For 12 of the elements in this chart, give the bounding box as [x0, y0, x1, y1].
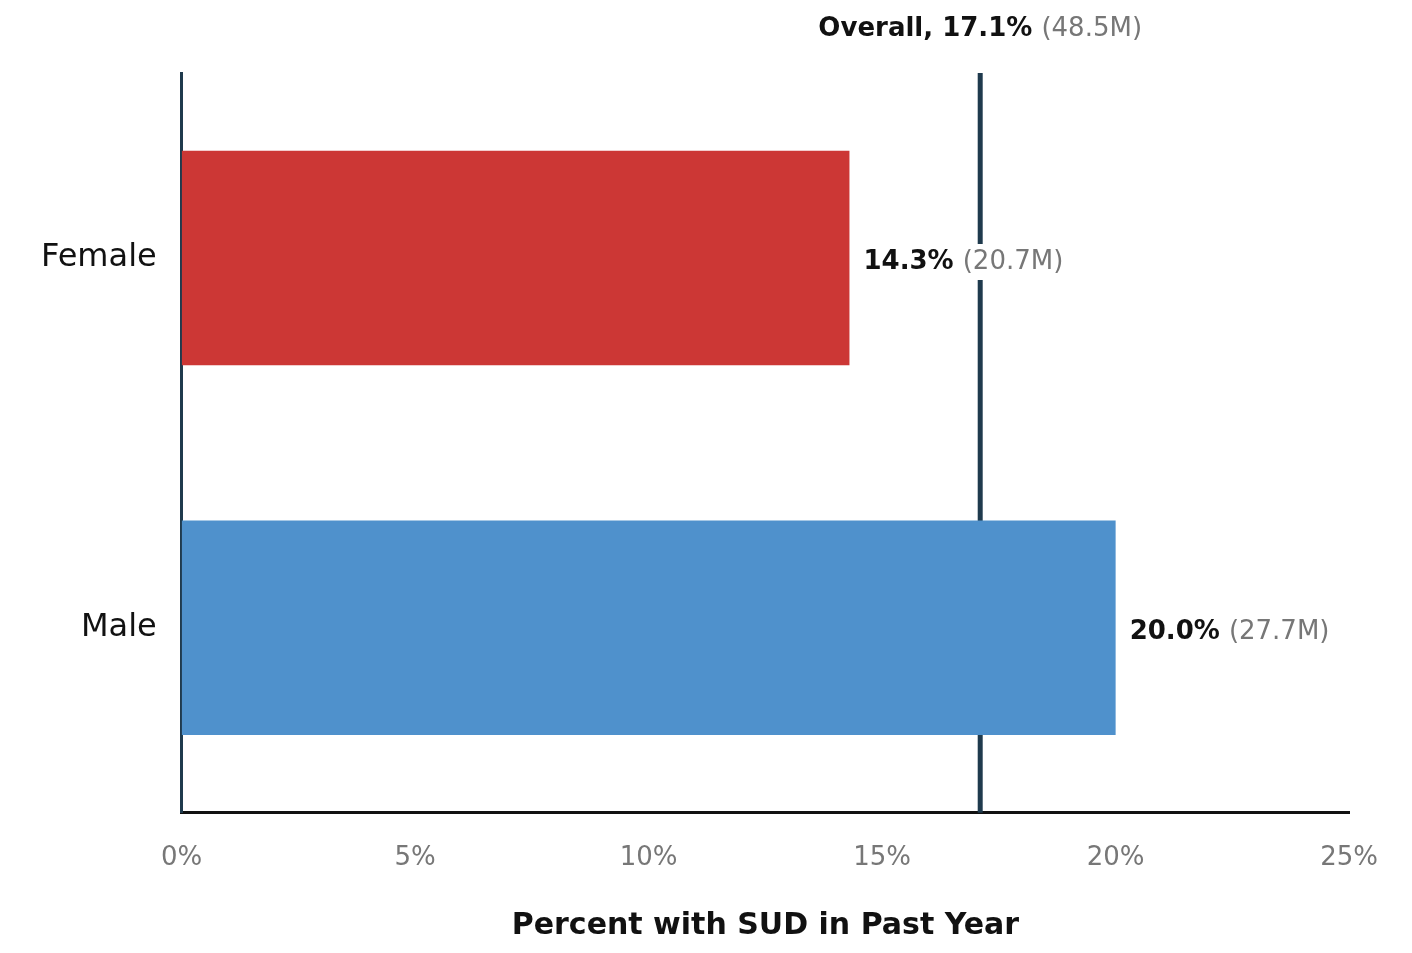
- x-tick-label: 10%: [619, 841, 678, 872]
- x-axis-title: Percent with SUD in Past Year: [511, 905, 1020, 941]
- y-tick-label: Female: [41, 236, 157, 275]
- ref-line-label: Overall, 17.1% (48.5M): [818, 11, 1143, 42]
- x-tick-label: 25%: [1320, 841, 1378, 872]
- data-label: 20.0% (27.7M): [1129, 614, 1330, 645]
- x-tick-label: 20%: [1086, 841, 1145, 872]
- x-tick-label: 5%: [394, 841, 436, 872]
- x-tick-label: 15%: [853, 841, 912, 872]
- y-tick-label: Male: [80, 606, 157, 645]
- data-label: 14.3% (20.7M): [863, 244, 1064, 275]
- x-tick-label: 0%: [161, 841, 203, 872]
